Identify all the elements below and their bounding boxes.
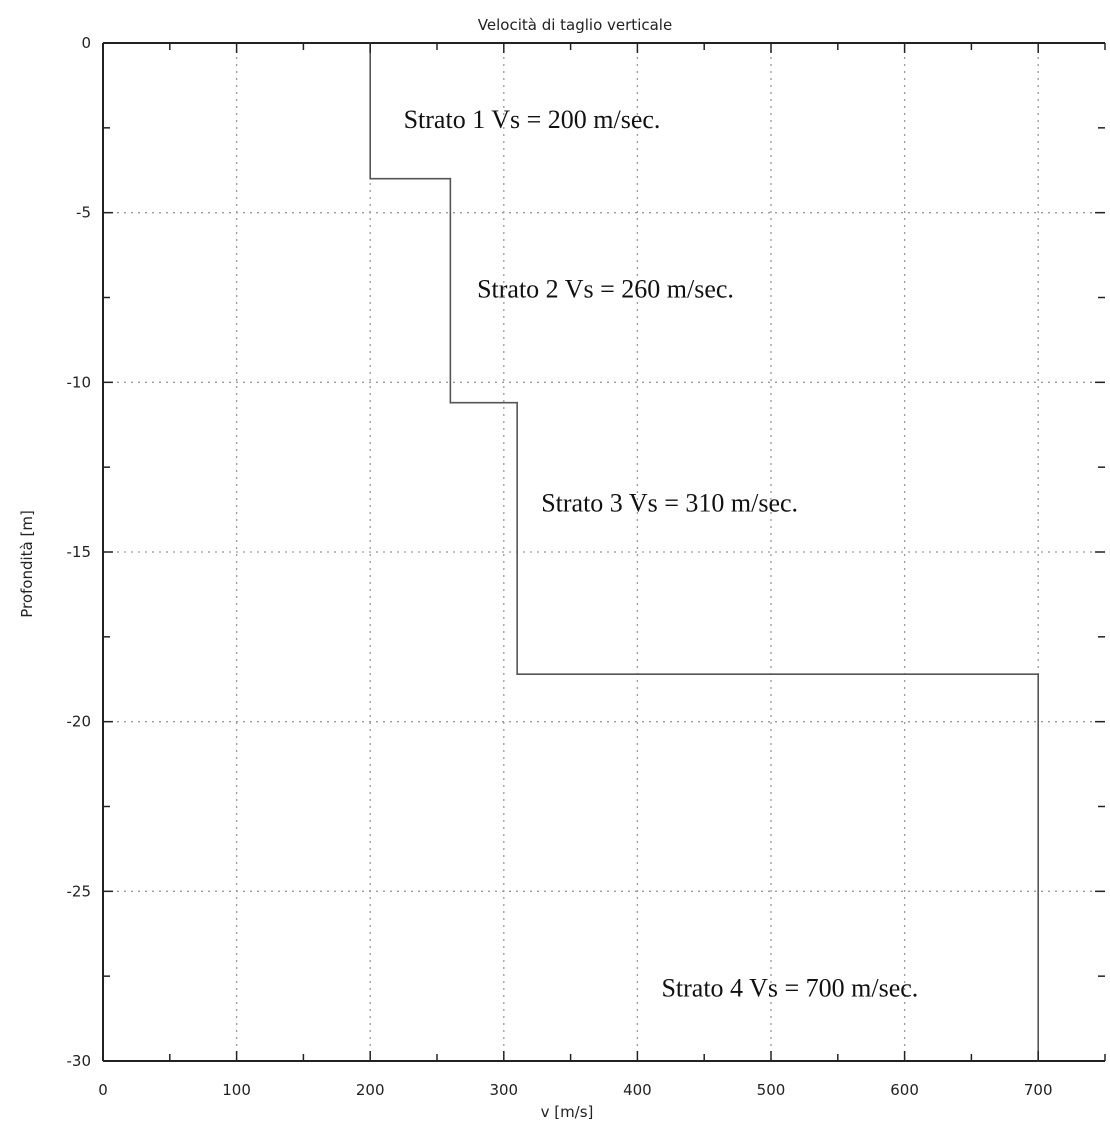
x-tick-label: 600	[890, 1081, 919, 1099]
plot-frame	[102, 42, 1105, 1062]
profile-vertex	[369, 177, 372, 180]
x-tick-label: 500	[757, 1081, 786, 1099]
chart-title: Velocità di taglio verticale	[478, 16, 672, 34]
profile-vertex	[449, 401, 452, 404]
x-tick-label: 700	[1024, 1081, 1053, 1099]
axis-ticks: 0 100 200 300 400 500 600 700 0 -5 -10 -15 -20 -25 -30	[67, 34, 1106, 1099]
y-tick-label: -25	[67, 882, 92, 900]
x-tick-label: 100	[222, 1081, 251, 1099]
profile-vertex	[516, 673, 518, 675]
layer-annotation: Strato 2 Vs = 260 m/sec.	[477, 275, 734, 304]
x-tick-label: 300	[489, 1081, 518, 1099]
y-tick-label: -30	[67, 1052, 92, 1070]
y-tick-label: -10	[67, 373, 92, 391]
profile-vertex	[516, 401, 518, 404]
y-tick-label: -20	[67, 713, 92, 731]
y-tick-label: -15	[67, 543, 92, 561]
x-axis-label: v [m/s]	[541, 1103, 594, 1121]
profile-vertex	[449, 177, 452, 180]
layer-annotations: Strato 1 Vs = 200 m/sec. Strato 2 Vs = 26…	[404, 105, 919, 1003]
y-tick-label: -5	[76, 204, 91, 222]
grid-lines	[103, 43, 1105, 1061]
y-tick-label: 0	[81, 34, 91, 52]
series-layer	[369, 42, 1039, 1062]
x-tick-label: 200	[356, 1081, 385, 1099]
x-tick-label: 0	[98, 1081, 108, 1099]
layer-annotation: Strato 1 Vs = 200 m/sec.	[404, 105, 661, 134]
y-axis-label: Profondità [m]	[18, 510, 36, 618]
layer-annotation: Strato 3 Vs = 310 m/sec.	[541, 488, 798, 517]
layer-annotation: Strato 4 Vs = 700 m/sec.	[661, 974, 918, 1003]
velocity-profile-line	[369, 43, 1039, 1061]
x-tick-label: 400	[623, 1081, 652, 1099]
profile-vertex	[1037, 673, 1039, 675]
